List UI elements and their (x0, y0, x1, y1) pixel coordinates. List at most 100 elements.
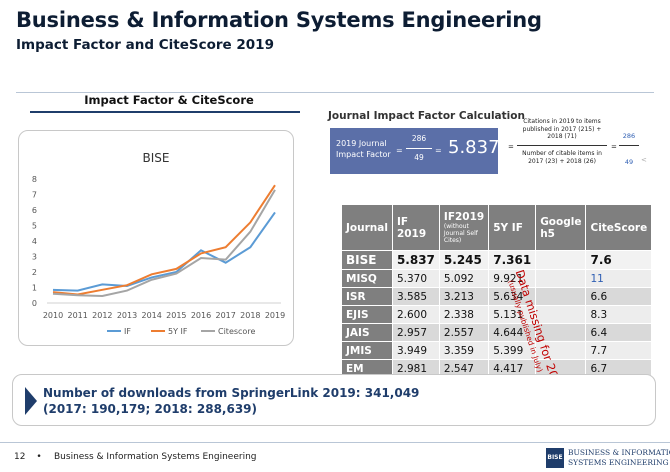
y-tick-label: 1 (32, 284, 37, 293)
x-tick-label: 2013 (117, 311, 137, 320)
formula-result-denominator: 49 (624, 158, 634, 166)
cell-citescore: 7.6 (585, 250, 653, 270)
logo-line-2: SYSTEMS ENGINEERING (568, 458, 669, 467)
col-journal: Journal (341, 204, 393, 251)
y-tick-label: 3 (32, 253, 37, 262)
calc-value: 5.837 (448, 137, 500, 158)
cell-journal: BISE (341, 250, 393, 270)
footer-text: Business & Information Systems Engineeri… (54, 452, 257, 462)
x-tick-label: 2012 (92, 311, 112, 320)
x-tick-label: 2017 (215, 311, 235, 320)
arrow-right-icon (25, 387, 37, 415)
calc-fraction-bar (406, 148, 432, 149)
logo-mark: BISE (546, 448, 564, 468)
y-tick-label: 5 (32, 222, 37, 231)
table-row: MISQ 5.370 5.092 9.921 11 (341, 269, 653, 288)
series-line-5y-if (52, 184, 276, 296)
col-if2019: IF 2019 (391, 204, 440, 251)
formula-result-numerator: 286 (622, 132, 636, 140)
cell-5y-if: 5.634 (488, 287, 537, 306)
journal-comparison-table: Journal IF 2019 IF2019 (without Journal … (341, 204, 653, 378)
col-if2019-without-self: IF2019 (without Journal Self Cites) (438, 204, 490, 251)
cell-if2019-without-self: 3.213 (438, 287, 490, 306)
formula-breakdown: = Citations in 2019 to items published i… (505, 116, 647, 176)
formula-denominator: Number of citable items in 2017 (23) + 2… (522, 150, 602, 165)
cell-google-h5 (535, 305, 587, 324)
cell-if2019: 5.837 (391, 250, 440, 270)
col-citescore: CiteScore (585, 204, 653, 251)
y-tick-label: 6 (32, 206, 37, 215)
x-tick-label: 2019 (265, 311, 285, 320)
cell-5y-if: 4.644 (488, 323, 537, 342)
series-line-if (52, 211, 276, 292)
cell-if2019: 5.370 (391, 269, 440, 288)
calc-fraction: 286 49 (406, 132, 432, 165)
table-row: ISR 3.585 3.213 5.634 6.6 (341, 287, 653, 306)
cell-journal: JAIS (341, 323, 393, 342)
y-tick-label: 4 (32, 237, 37, 246)
cell-citescore: 11 (585, 269, 653, 288)
y-tick-label: 2 (32, 268, 37, 277)
x-tick-label: 2015 (166, 311, 186, 320)
logo-text: BUSINESS & INFORMATION SYSTEMS ENGINEERI… (568, 448, 670, 468)
x-tick-label: 2018 (240, 311, 260, 320)
table-row: JMIS 3.949 3.359 5.399 7.7 (341, 341, 653, 360)
calculation-title: Journal Impact Factor Calculation (328, 110, 525, 122)
cell-citescore: 6.6 (585, 287, 653, 306)
y-tick-label: 0 (32, 299, 37, 308)
header-divider (16, 92, 654, 93)
table-header-row: Journal IF 2019 IF2019 (without Journal … (341, 204, 653, 251)
formula-numerator: Citations in 2019 to items published in … (522, 118, 602, 140)
cell-google-h5 (535, 323, 587, 342)
impact-factor-calculation: 2019 Journal Impact Factor = 286 49 = 5.… (330, 128, 500, 174)
cell-google-h5 (535, 287, 587, 306)
downloads-line-1: Number of downloads from SpringerLink 20… (43, 386, 420, 400)
calc-equals-2: = (435, 146, 442, 155)
cell-5y-if: 5.131 (488, 305, 537, 324)
page-number: 12 • (14, 452, 42, 462)
cell-if2019: 3.585 (391, 287, 440, 306)
table-row: BISE 5.837 5.245 7.361 7.6 (341, 250, 653, 270)
page-subtitle: Impact Factor and CiteScore 2019 (16, 37, 274, 53)
col-if2019-without-self-label: IF2019 (443, 211, 485, 223)
cell-5y-if: 5.399 (488, 341, 537, 360)
cell-5y-if: 7.361 (488, 250, 537, 270)
cell-if2019: 2.957 (391, 323, 440, 342)
formula-equals: = (508, 143, 514, 151)
x-tick-label: 2011 (67, 311, 87, 320)
col-if2019-note: (without Journal Self Cites) (443, 223, 478, 244)
chevron-left-icon: < (641, 156, 647, 164)
line-chart: 0 1 2 3 4 5 6 7 8 2010 2011 2012 2013 2014 2015 2016 201… (32, 175, 285, 336)
cell-if2019-without-self: 2.338 (438, 305, 490, 324)
cell-citescore: 6.4 (585, 323, 653, 342)
cell-5y-if: 4.417 (488, 359, 537, 378)
legend-label: IF (124, 327, 131, 336)
page-title: Business & Information Systems Engineeri… (16, 8, 542, 32)
formula-result-bar (619, 145, 639, 146)
x-tick-label: 2016 (191, 311, 211, 320)
cell-if2019: 2.600 (391, 305, 440, 324)
cell-journal: MISQ (341, 269, 393, 288)
col-google-h5: Google h5 (535, 204, 587, 251)
col-5y-if: 5Y IF (488, 204, 537, 251)
cell-google-h5 (535, 269, 587, 288)
downloads-line-2: (2017: 190,179; 2018: 288,639) (43, 402, 258, 416)
section-heading: Impact Factor & CiteScore (74, 93, 264, 111)
cell-if2019-without-self: 5.245 (438, 250, 490, 270)
downloads-panel: Number of downloads from SpringerLink 20… (12, 374, 656, 426)
cell-google-h5 (535, 250, 587, 270)
cell-citescore: 8.3 (585, 305, 653, 324)
chart-title: BISE (142, 151, 170, 165)
y-tick-label: 7 (32, 191, 37, 200)
calc-denominator: 49 (414, 153, 424, 162)
footer-bullet: • (36, 452, 42, 462)
downloads-text: Number of downloads from SpringerLink 20… (43, 385, 419, 417)
cell-citescore: 7.7 (585, 341, 653, 360)
cell-if2019-without-self: 2.557 (438, 323, 490, 342)
cell-if2019-without-self: 3.359 (438, 341, 490, 360)
logo-line-1: BUSINESS & INFORMATION (568, 448, 670, 457)
cell-journal: ISR (341, 287, 393, 306)
legend-label: Citescore (218, 327, 255, 336)
section-underline (30, 111, 300, 113)
cell-if2019: 3.949 (391, 341, 440, 360)
